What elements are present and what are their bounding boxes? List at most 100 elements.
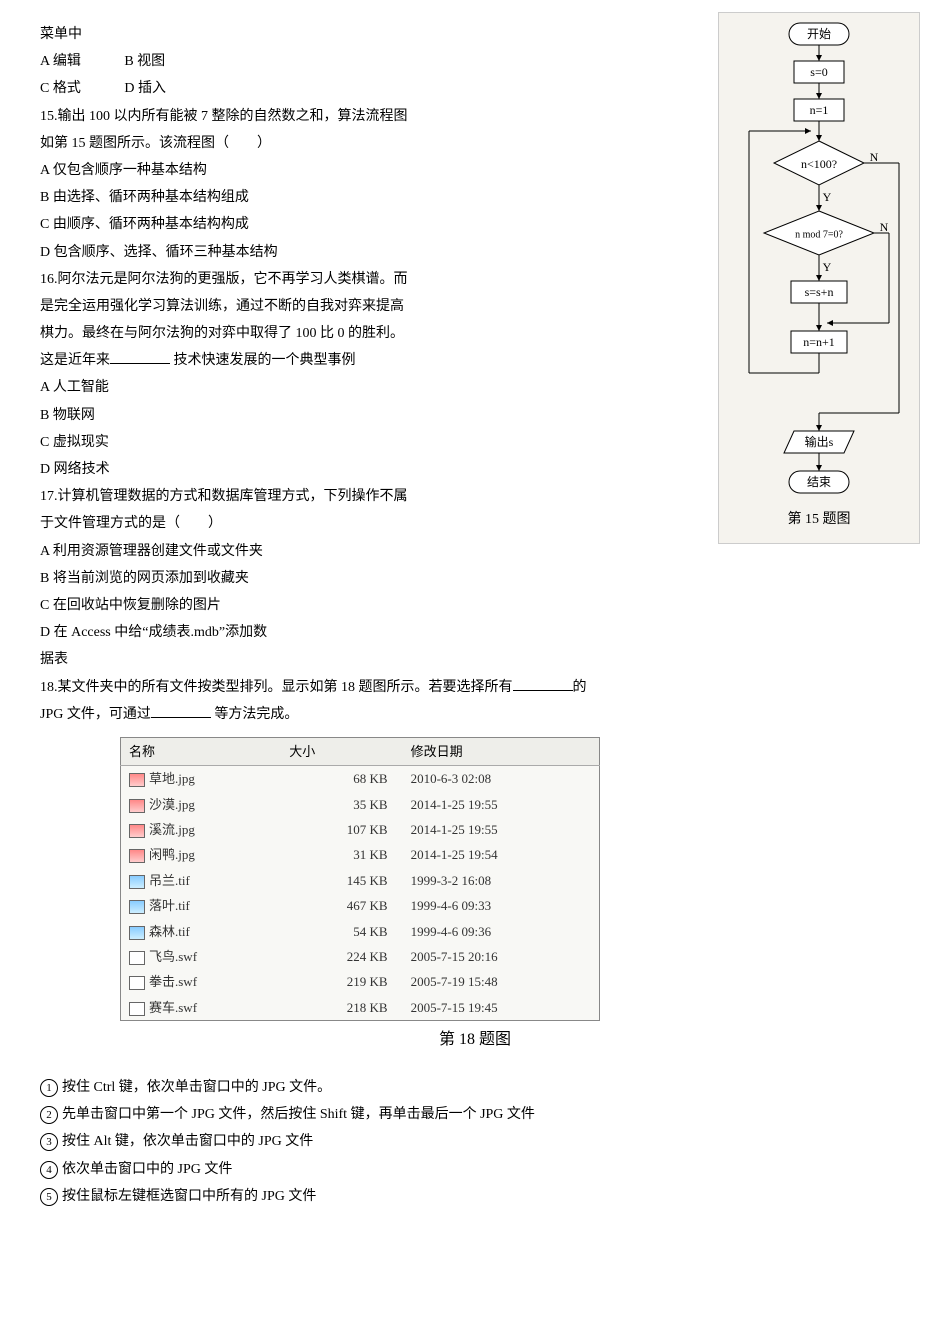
file-name: 沙漠.jpg [149, 797, 195, 812]
q15-opt-c: C 由顺序、循环两种基本结构构成 [40, 212, 600, 237]
table-row: 赛车.swf218 KB2005-7-15 19:45 [121, 995, 600, 1021]
flow-out: 输出s [805, 434, 834, 449]
table-row: 飞鸟.swf 224 KB2005-7-15 20:16 [121, 944, 600, 969]
cell-name: 森林.tif [121, 919, 282, 944]
q17-opt-b: B 将当前浏览的网页添加到收藏夹 [40, 566, 600, 591]
flow-cond2: n mod 7=0? [795, 229, 843, 240]
table-row: 草地.jpg 68 KB2010-6-3 02:08 [121, 766, 600, 792]
table-row: 沙漠.jpg35 KB2014-1-25 19:55 [121, 792, 600, 817]
circled-4: 4 [40, 1161, 58, 1179]
jpg-file-icon [129, 824, 145, 838]
q16-l2: 是完全运用强化学习算法训练，通过不断的自我对弈来提高 [40, 294, 600, 319]
cell-size: 145 KB [281, 868, 402, 893]
flow-nn1: n=n+1 [803, 335, 835, 349]
q17-opt-a: A 利用资源管理器创建文件或文件夹 [40, 539, 600, 564]
flow-cond1: n<100? [801, 157, 837, 171]
tif-file-icon [129, 926, 145, 940]
cell-name: 落叶.tif [121, 893, 282, 918]
q16-opt-d: D 网络技术 [40, 457, 600, 482]
swf-file-icon [129, 976, 145, 990]
flow-no1: N [870, 150, 879, 164]
cell-date: 2005-7-19 15:48 [403, 969, 600, 994]
file-name: 飞鸟.swf [149, 949, 197, 964]
flow-end: 结束 [807, 475, 831, 489]
flow-s0: s=0 [810, 65, 827, 79]
q18-blank1 [513, 676, 573, 691]
file-name: 落叶.tif [149, 898, 190, 913]
table-row: 拳击.swf 219 KB2005-7-19 15:48 [121, 969, 600, 994]
q18-opt3-text: 按住 Alt 键，依次单击窗口中的 JPG 文件 [62, 1134, 313, 1149]
cell-size: 218 KB [281, 995, 402, 1021]
q17-l2: 于文件管理方式的是（ ） [40, 511, 600, 536]
q15-opt-a: A 仅包含顺序一种基本结构 [40, 158, 600, 183]
cell-date: 1999-4-6 09:36 [403, 919, 600, 944]
left-column: 菜单中 A 编辑 B 视图 C 格式 D 插入 15.输出 100 以内所有能被… [40, 22, 600, 673]
cell-date: 2010-6-3 02:08 [403, 766, 600, 792]
q18-opt1-text: 按住 Ctrl 键，依次单击窗口中的 JPG 文件。 [62, 1080, 331, 1095]
file-name: 森林.tif [149, 924, 190, 939]
circled-3: 3 [40, 1133, 58, 1151]
cell-size: 467 KB [281, 893, 402, 918]
q18-opt-5: 5按住鼠标左键框选窗口中所有的 JPG 文件 [40, 1184, 910, 1209]
q15-opt-d: D 包含顺序、选择、循环三种基本结构 [40, 240, 600, 265]
flow-no2: N [880, 220, 889, 234]
cell-size: 54 KB [281, 919, 402, 944]
q18-opt4-text: 依次单击窗口中的 JPG 文件 [62, 1162, 232, 1177]
cell-size: 68 KB [281, 766, 402, 792]
cell-size: 219 KB [281, 969, 402, 994]
cell-size: 31 KB [281, 842, 402, 867]
cell-name: 溪流.jpg [121, 817, 282, 842]
q18-l1b: 的 [573, 680, 587, 695]
cell-size: 107 KB [281, 817, 402, 842]
cell-date: 2005-7-15 19:45 [403, 995, 600, 1021]
table-row: 森林.tif 54 KB1999-4-6 09:36 [121, 919, 600, 944]
flow-start: 开始 [807, 27, 831, 41]
flow-ssn: s=s+n [805, 285, 834, 299]
circled-2: 2 [40, 1106, 58, 1124]
q18-l1: 18.某文件夹中的所有文件按类型排列。显示如第 18 题图所示。若要选择所有 的 [40, 675, 910, 700]
flowchart-figure: 开始 s=0 n=1 n<100? N Y n mod 7=0? N [718, 12, 920, 544]
tif-file-icon [129, 875, 145, 889]
jpg-file-icon [129, 799, 145, 813]
th-date: 修改日期 [403, 737, 600, 765]
q18-l1a: 18.某文件夹中的所有文件按类型排列。显示如第 18 题图所示。若要选择所有 [40, 680, 513, 695]
q16-opt-a: A 人工智能 [40, 375, 600, 400]
q16-blank [110, 349, 170, 364]
q16-l3: 棋力。最终在与阿尔法狗的对弈中取得了 100 比 0 的胜利。 [40, 321, 600, 346]
q17-opt-d2: 据表 [40, 647, 600, 672]
q18-opt-3: 3 按住 Alt 键，依次单击窗口中的 JPG 文件 [40, 1129, 910, 1154]
jpg-file-icon [129, 773, 145, 787]
q14-options-row1: A 编辑 B 视图 [40, 49, 600, 74]
q14-opt-d: D 插入 [124, 81, 166, 96]
tif-file-icon [129, 900, 145, 914]
file-name: 拳击.swf [149, 974, 197, 989]
q14-opt-c: C 格式 [40, 81, 81, 96]
q17-opt-c: C 在回收站中恢复删除的图片 [40, 593, 600, 618]
file-name: 吊兰.tif [149, 873, 190, 888]
th-size: 大小 [281, 737, 402, 765]
q16-l1: 16.阿尔法元是阿尔法狗的更强版，它不再学习人类棋谱。而 [40, 267, 600, 292]
q18-opt-4: 4 依次单击窗口中的 JPG 文件 [40, 1157, 910, 1182]
cell-size: 224 KB [281, 944, 402, 969]
q17-opt-d: D 在 Access 中给“成绩表.mdb”添加数 [40, 620, 600, 645]
th-name: 名称 [121, 737, 282, 765]
cell-name: 沙漠.jpg [121, 792, 282, 817]
q18-opt-1: 1按住 Ctrl 键，依次单击窗口中的 JPG 文件。 [40, 1075, 910, 1100]
file-name: 溪流.jpg [149, 822, 195, 837]
q18-opt-2: 2 先单击窗口中第一个 JPG 文件，然后按住 Shift 键，再单击最后一个 J… [40, 1102, 910, 1127]
cell-name: 拳击.swf [121, 969, 282, 994]
q16-l4: 这是近年来 技术快速发展的一个典型事例 [40, 348, 600, 373]
cell-date: 1999-4-6 09:33 [403, 893, 600, 918]
cell-size: 35 KB [281, 792, 402, 817]
cell-date: 2005-7-15 20:16 [403, 944, 600, 969]
jpg-file-icon [129, 849, 145, 863]
q18-l2a: JPG 文件，可通过 [40, 707, 151, 722]
file-table: 名称 大小 修改日期 草地.jpg 68 KB2010-6-3 02:08 沙漠.j… [120, 737, 600, 1021]
q18-opt2-text: 先单击窗口中第一个 JPG 文件，然后按住 Shift 键，再单击最后一个 JP… [62, 1107, 535, 1122]
file-name: 草地.jpg [149, 771, 195, 786]
table-header-row: 名称 大小 修改日期 [121, 737, 600, 765]
q14-opt-b: B 视图 [124, 54, 165, 69]
q15-stem1: 15.输出 100 以内所有能被 7 整除的自然数之和，算法流程图 [40, 104, 600, 129]
q15-stem2: 如第 15 题图所示。该流程图（ ） [40, 131, 600, 156]
flow-caption: 第 15 题图 [788, 510, 851, 527]
